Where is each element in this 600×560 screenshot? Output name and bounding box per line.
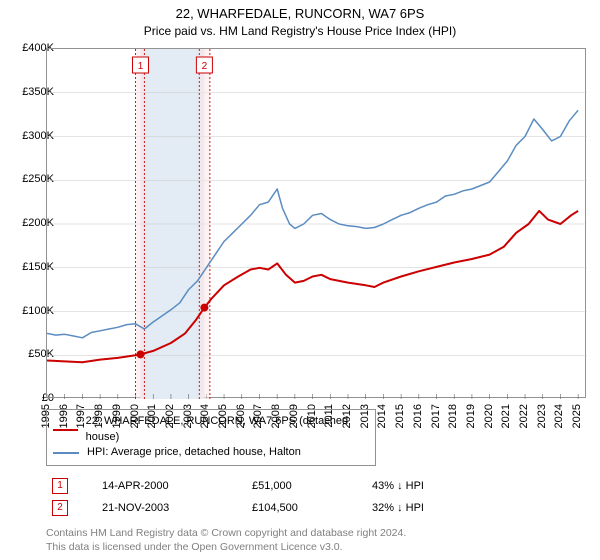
svg-text:1: 1 — [138, 61, 144, 72]
legend-swatch — [53, 429, 78, 431]
sale-delta: 32% ↓ HPI — [368, 498, 584, 518]
table-row: 1 14-APR-2000£51,00043% ↓ HPI — [48, 476, 584, 496]
legend-row: HPI: Average price, detached house, Halt… — [53, 445, 369, 460]
legend-label: HPI: Average price, detached house, Halt… — [87, 445, 301, 460]
sale-delta: 43% ↓ HPI — [368, 476, 584, 496]
legend-swatch — [53, 452, 79, 454]
sale-date: 14-APR-2000 — [98, 476, 246, 496]
sale-marker: 2 — [52, 500, 68, 516]
sale-marker: 1 — [52, 478, 68, 494]
line-chart-svg: 12 — [47, 49, 587, 399]
license-line-2: This data is licensed under the Open Gov… — [46, 541, 343, 553]
sale-date: 21-NOV-2003 — [98, 498, 246, 518]
legend-row: 22, WHARFEDALE, RUNCORN, WA7 6PS (detach… — [53, 414, 369, 445]
legend: 22, WHARFEDALE, RUNCORN, WA7 6PS (detach… — [46, 409, 376, 465]
svg-text:2: 2 — [202, 61, 208, 72]
table-row: 2 21-NOV-2003£104,50032% ↓ HPI — [48, 498, 584, 518]
sale-price: £104,500 — [248, 498, 366, 518]
price-chart: 12 — [46, 48, 586, 398]
license-text: Contains HM Land Registry data © Crown c… — [46, 526, 586, 554]
legend-label: 22, WHARFEDALE, RUNCORN, WA7 6PS (detach… — [86, 414, 369, 445]
license-line-1: Contains HM Land Registry data © Crown c… — [46, 527, 406, 539]
sales-table: 1 14-APR-2000£51,00043% ↓ HPI 2 21-NOV-2003… — [46, 474, 586, 520]
page-subtitle: Price paid vs. HM Land Registry's House … — [0, 22, 600, 38]
page-title: 22, WHARFEDALE, RUNCORN, WA7 6PS — [0, 0, 600, 22]
sale-price: £51,000 — [248, 476, 366, 496]
